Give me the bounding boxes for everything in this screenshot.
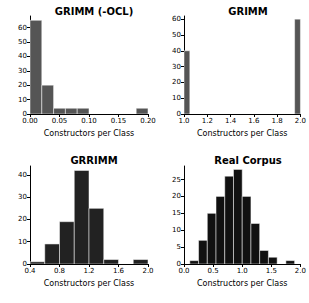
svg-text:0.5: 0.5 [208, 267, 219, 275]
svg-text:0: 0 [176, 110, 181, 118]
svg-text:0.4: 0.4 [24, 267, 36, 275]
svg-text:1.4: 1.4 [225, 117, 237, 125]
svg-text:20: 20 [18, 215, 27, 223]
svg-text:10: 10 [18, 238, 27, 246]
svg-text:10: 10 [172, 226, 181, 234]
svg-text:30: 30 [18, 193, 27, 201]
svg-text:1.2: 1.2 [83, 267, 94, 275]
svg-text:40: 40 [172, 47, 181, 55]
svg-text:Constructors per Class: Constructors per Class [197, 279, 288, 288]
svg-text:0.0: 0.0 [178, 267, 189, 275]
svg-text:30: 30 [18, 67, 27, 75]
svg-text:0.00: 0.00 [22, 117, 38, 125]
svg-text:40: 40 [18, 171, 27, 179]
svg-text:25: 25 [172, 176, 181, 184]
svg-text:10: 10 [172, 94, 181, 102]
svg-text:10: 10 [18, 96, 27, 104]
svg-text:Constructors per Class: Constructors per Class [44, 129, 135, 138]
svg-text:60: 60 [172, 15, 181, 23]
svg-text:Constructors per Class: Constructors per Class [44, 279, 135, 288]
svg-text:0.20: 0.20 [140, 117, 156, 125]
svg-text:0.10: 0.10 [81, 117, 97, 125]
svg-text:1.6: 1.6 [248, 117, 260, 125]
svg-text:0.8: 0.8 [54, 267, 65, 275]
svg-text:1.8: 1.8 [272, 117, 283, 125]
svg-text:1.6: 1.6 [113, 267, 125, 275]
svg-text:Real Corpus: Real Corpus [214, 155, 282, 166]
svg-text:0.05: 0.05 [52, 117, 68, 125]
svg-text:15: 15 [172, 209, 181, 217]
svg-text:2.0: 2.0 [295, 267, 306, 275]
svg-text:50: 50 [172, 31, 181, 39]
svg-text:GRIMM (-OCL): GRIMM (-OCL) [55, 6, 134, 17]
svg-text:20: 20 [18, 81, 27, 89]
svg-text:20: 20 [172, 192, 181, 200]
svg-text:2.0: 2.0 [295, 117, 306, 125]
svg-text:60: 60 [18, 24, 27, 32]
svg-text:1.5: 1.5 [266, 267, 277, 275]
svg-text:0: 0 [22, 110, 27, 118]
svg-text:GRIMM: GRIMM [228, 6, 268, 17]
svg-text:40: 40 [18, 52, 27, 60]
svg-text:Constructors per Class: Constructors per Class [197, 129, 288, 138]
svg-text:30: 30 [172, 63, 181, 71]
svg-text:0: 0 [22, 260, 27, 268]
svg-text:0.15: 0.15 [111, 117, 127, 125]
svg-text:20: 20 [172, 78, 181, 86]
svg-text:1.2: 1.2 [202, 117, 213, 125]
svg-text:50: 50 [18, 38, 27, 46]
svg-text:2.0: 2.0 [142, 267, 153, 275]
svg-text:1.0: 1.0 [178, 117, 189, 125]
svg-text:GRRIMM: GRRIMM [70, 155, 117, 166]
svg-text:0: 0 [176, 260, 181, 268]
svg-text:1.0: 1.0 [237, 267, 248, 275]
svg-text:5: 5 [177, 243, 181, 251]
